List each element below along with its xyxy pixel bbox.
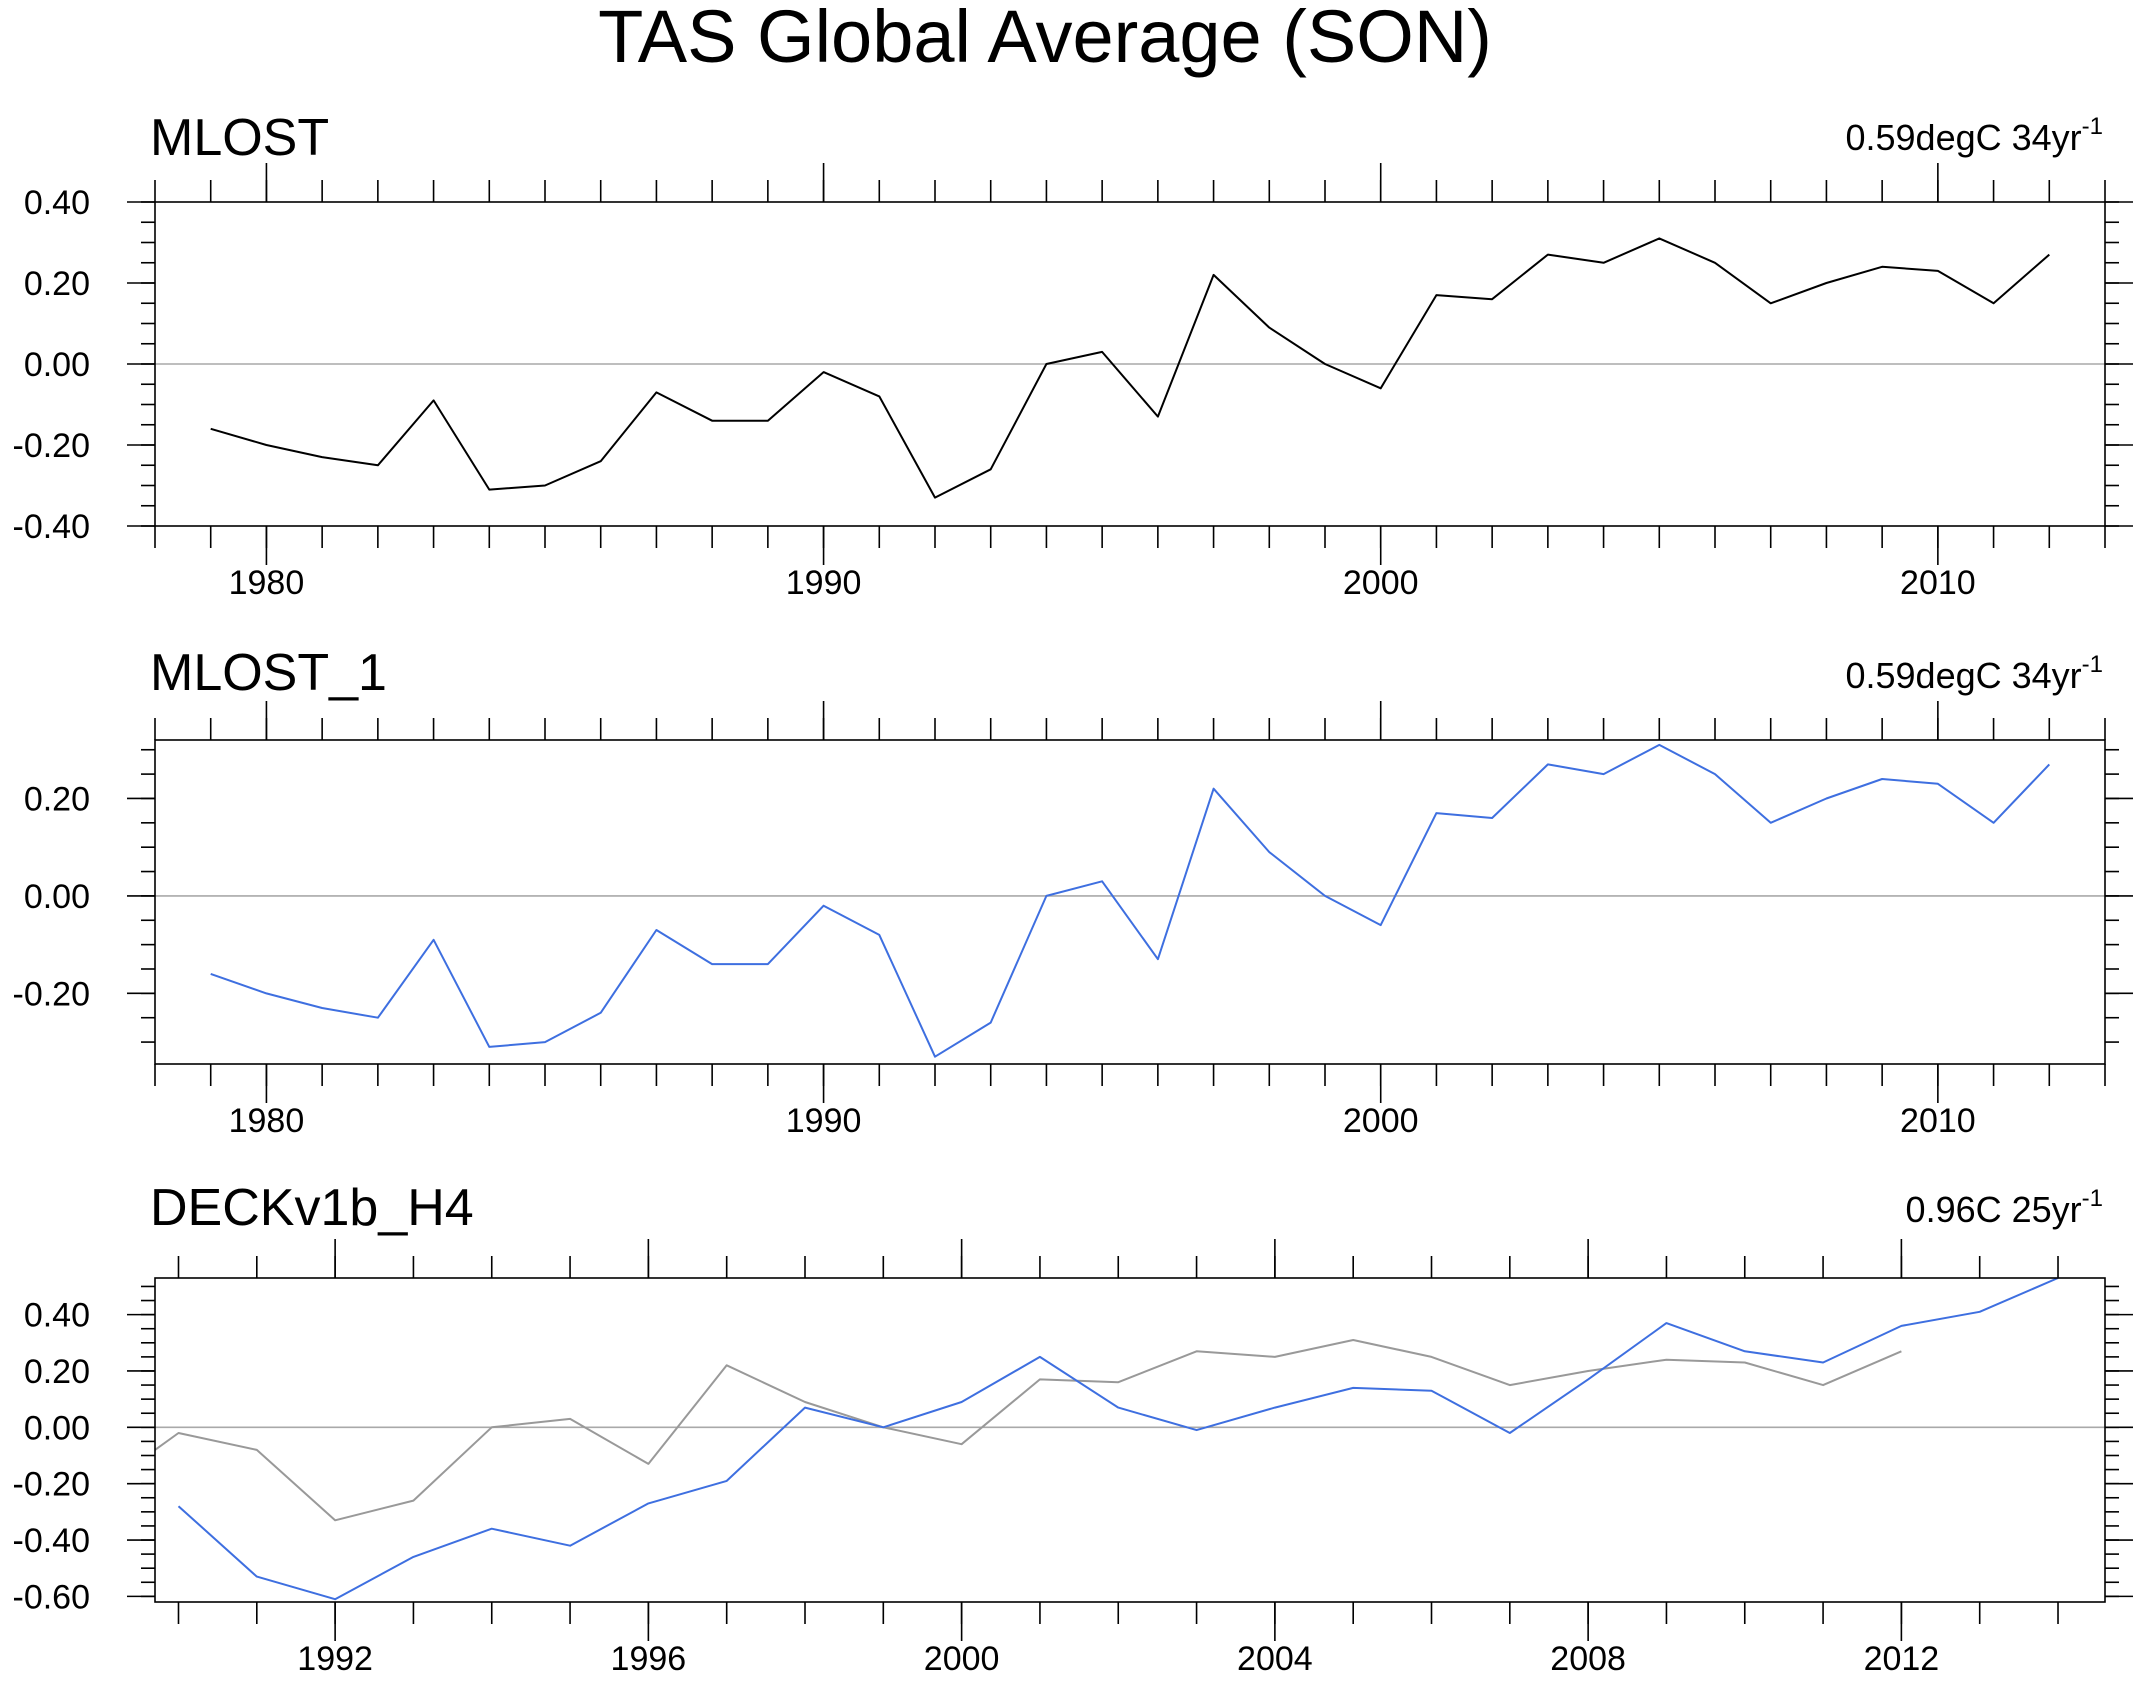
- x-tick-label: 2000: [1343, 564, 1419, 602]
- panel-title: MLOST: [150, 109, 329, 167]
- series-line: [177, 1277, 2059, 1601]
- trend-superscript: -1: [2082, 651, 2103, 678]
- trend-text: 0.59degC 34yr: [1845, 117, 2081, 158]
- plot-area: 1980 1990 2000 2010 -0.20 0.00 0.20: [13, 701, 2133, 1140]
- series-line: [210, 743, 2051, 1058]
- plot-area: 1980 1990 2000 2010 -0.40 -0.20 0.00 0.20 0.40: [13, 163, 2133, 602]
- panel-mlost: MLOST 0.59degC 34yr-1 1980 1990 2000 2010 -0…: [13, 109, 2133, 602]
- x-tick-label: 2000: [924, 1640, 1000, 1678]
- x-tick-label: 1992: [297, 1640, 373, 1678]
- y-tick-label: 0.20: [24, 265, 90, 303]
- plot-area: 1992 1996 2000 2004 2008 2012 -0.60 -0.40 -0.20 0…: [13, 1239, 2133, 1678]
- figure-title: TAS Global Average (SON): [598, 0, 1492, 78]
- y-tick-label: -0.60: [13, 1578, 91, 1616]
- y-tick-label: 0.00: [24, 878, 90, 916]
- trend-label: 0.59degC 34yr-1: [1845, 651, 2103, 696]
- trend-text: 0.96C 25yr: [1906, 1189, 2082, 1230]
- y-tick-label: 0.40: [24, 184, 90, 222]
- plot-frame: [154, 201, 2106, 527]
- trend-superscript: -1: [2082, 113, 2103, 140]
- x-tick-label: 1990: [786, 1102, 862, 1140]
- series-line: [154, 1339, 1902, 1522]
- y-tick-label: 0.20: [24, 780, 90, 818]
- x-tick-label: 2008: [1550, 1640, 1626, 1678]
- x-tick-label: 2012: [1864, 1640, 1940, 1678]
- y-tick-label: 0.00: [24, 346, 90, 384]
- y-tick-label: 0.00: [24, 1409, 90, 1447]
- x-tick-label: 2010: [1900, 1102, 1976, 1140]
- x-tick-label: 1990: [786, 564, 862, 602]
- panel-title: MLOST_1: [150, 644, 387, 702]
- panel-title: DECKv1b_H4: [150, 1179, 474, 1237]
- panel-mlost-1: MLOST_1 0.59degC 34yr-1 1980 1990 2000 2010…: [13, 644, 2133, 1140]
- y-tick-label: -0.20: [13, 427, 91, 465]
- x-tick-label: 2010: [1900, 564, 1976, 602]
- y-tick-label: -0.20: [13, 1466, 91, 1504]
- y-tick-label: 0.20: [24, 1353, 90, 1391]
- y-tick-label: 0.40: [24, 1297, 90, 1335]
- y-tick-label: -0.40: [13, 508, 91, 546]
- plot-frame: [154, 1277, 2106, 1603]
- plot-frame: [154, 739, 2106, 1065]
- y-tick-label: -0.20: [13, 975, 91, 1013]
- x-tick-label: 1996: [611, 1640, 687, 1678]
- x-tick-label: 1980: [229, 564, 305, 602]
- y-tick-label: -0.40: [13, 1522, 91, 1560]
- x-tick-label: 2000: [1343, 1102, 1419, 1140]
- series-line: [210, 237, 2050, 499]
- x-tick-label: 2004: [1237, 1640, 1313, 1678]
- trend-superscript: -1: [2082, 1185, 2103, 1212]
- x-tick-label: 1980: [229, 1102, 305, 1140]
- trend-label: 0.59degC 34yr-1: [1845, 113, 2103, 158]
- trend-label: 0.96C 25yr-1: [1906, 1185, 2103, 1230]
- trend-text: 0.59degC 34yr: [1845, 655, 2081, 696]
- panel-deckv1b-h4: DECKv1b_H4 0.96C 25yr-1 1992 1996 2000 2004…: [13, 1179, 2133, 1678]
